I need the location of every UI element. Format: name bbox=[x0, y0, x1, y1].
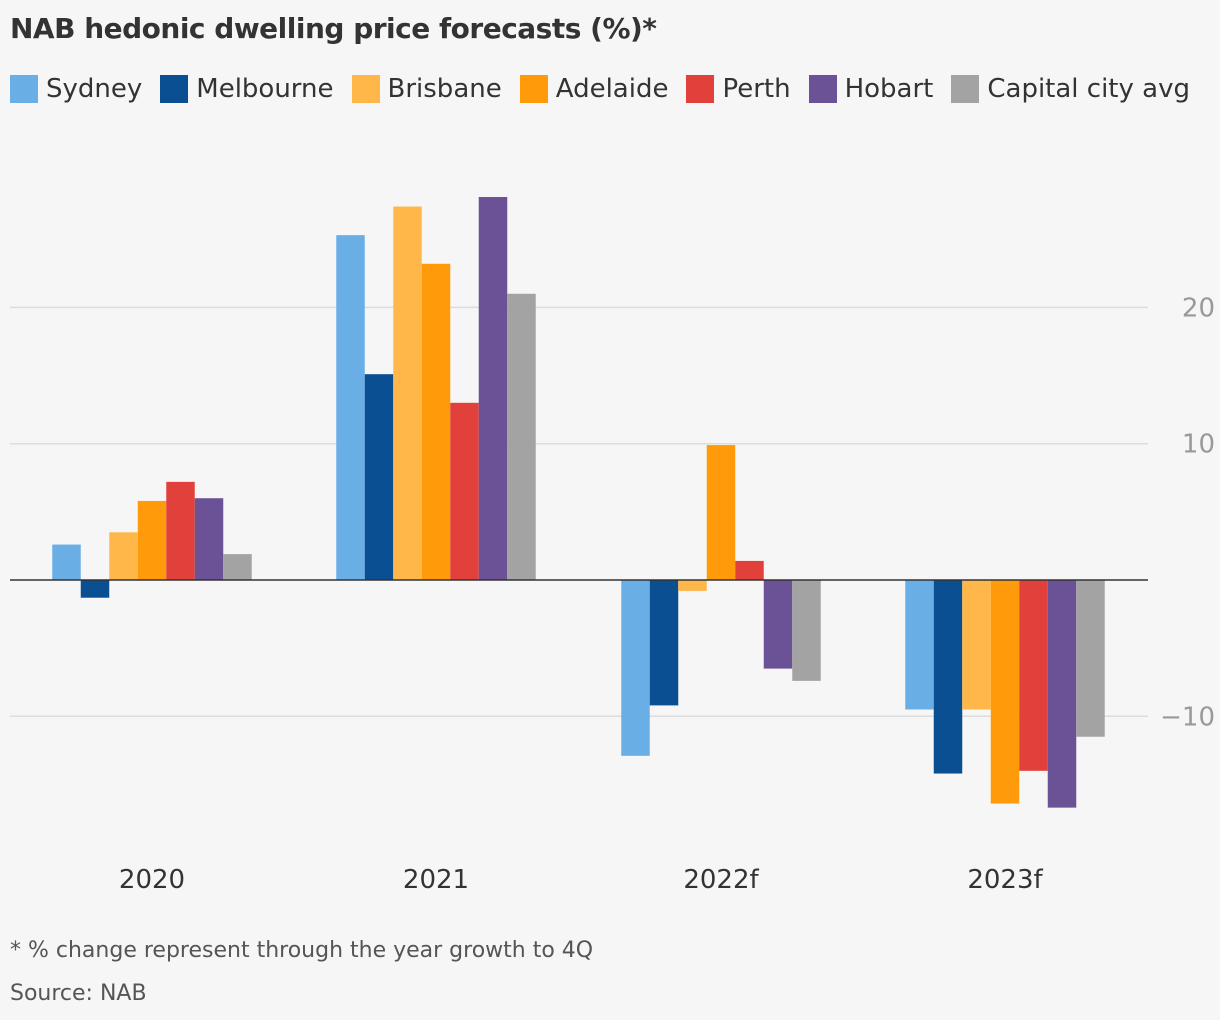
legend-item: Adelaide bbox=[519, 74, 669, 104]
bar-adelaide-2022f bbox=[706, 445, 736, 580]
bar-perth-2021 bbox=[450, 402, 479, 580]
legend-swatch bbox=[808, 75, 837, 103]
bar-hobart-2020 bbox=[194, 498, 224, 580]
y-tick-label: 10 bbox=[1182, 430, 1215, 460]
legend-swatch bbox=[10, 75, 38, 103]
legend-swatch bbox=[519, 75, 548, 103]
source: Source: NAB bbox=[10, 981, 147, 1006]
bar-melbourne-2020 bbox=[80, 580, 110, 598]
legend-label: Hobart bbox=[844, 74, 934, 104]
legend-item: Brisbane bbox=[351, 74, 502, 104]
bar-adelaide-2023f bbox=[990, 580, 1020, 804]
bar-sydney-2021 bbox=[336, 235, 365, 580]
bar-adelaide-2021 bbox=[421, 263, 451, 580]
bar-hobart-2023f bbox=[1047, 580, 1077, 808]
legend-label: Capital city avg bbox=[987, 74, 1190, 104]
y-tick-label: −10 bbox=[1160, 702, 1215, 732]
legend-label: Perth bbox=[722, 74, 791, 104]
bar-melbourne-2022f bbox=[649, 580, 679, 706]
bar-brisbane-2020 bbox=[109, 532, 138, 580]
x-tick-label: 2020 bbox=[119, 865, 185, 895]
legend-item: Melbourne bbox=[160, 74, 334, 104]
bar-adelaide-2020 bbox=[137, 500, 167, 580]
bar-hobart-2021 bbox=[478, 196, 508, 580]
bar-brisbane-2023f bbox=[962, 580, 991, 710]
y-tick-label: 20 bbox=[1182, 293, 1215, 323]
bar-sydney-2020 bbox=[52, 544, 81, 580]
x-tick-label: 2021 bbox=[403, 865, 469, 895]
legend-swatch bbox=[351, 75, 380, 103]
x-tick-label: 2023f bbox=[967, 865, 1043, 895]
bar-hobart-2022f bbox=[763, 580, 793, 669]
legend-swatch bbox=[686, 75, 715, 103]
bar-perth-2020 bbox=[166, 481, 195, 580]
footnote: * % change represent through the year gr… bbox=[10, 938, 594, 963]
legend-item: Perth bbox=[686, 74, 791, 104]
bar-melbourne-2021 bbox=[364, 374, 394, 580]
bar-perth-2022f bbox=[735, 560, 764, 580]
chart-title: NAB hedonic dwelling price forecasts (%)… bbox=[10, 12, 657, 45]
bar-capital-city-avg-2023f bbox=[1076, 580, 1105, 737]
legend-item: Sydney bbox=[10, 74, 142, 104]
bar-melbourne-2023f bbox=[933, 580, 963, 774]
legend-item: Capital city avg bbox=[951, 74, 1190, 104]
bar-brisbane-2021 bbox=[393, 206, 422, 580]
bar-brisbane-2022f bbox=[678, 580, 707, 591]
bar-capital-city-avg-2020 bbox=[223, 554, 252, 580]
legend-label: Melbourne bbox=[196, 74, 334, 104]
bar-sydney-2023f bbox=[905, 580, 934, 710]
bar-capital-city-avg-2022f bbox=[792, 580, 821, 681]
legend: Sydney Melbourne Brisbane Adelaide Perth Hoba… bbox=[10, 74, 1208, 104]
legend-swatch bbox=[160, 75, 189, 103]
legend-label: Adelaide bbox=[555, 74, 669, 104]
bar-sydney-2022f bbox=[621, 580, 650, 756]
bar-perth-2023f bbox=[1019, 580, 1048, 771]
legend-label: Brisbane bbox=[387, 74, 502, 104]
legend-label: Sydney bbox=[46, 74, 143, 104]
bar-capital-city-avg-2021 bbox=[507, 293, 536, 580]
legend-swatch bbox=[951, 75, 980, 103]
legend-item: Hobart bbox=[808, 74, 934, 104]
x-tick-label: 2022f bbox=[683, 865, 759, 895]
